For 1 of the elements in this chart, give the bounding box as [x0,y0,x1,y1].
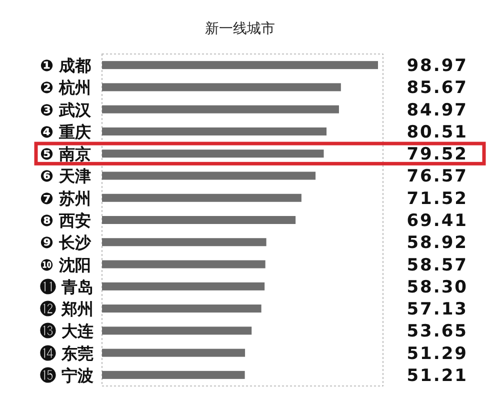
title: 新一线城市 [205,21,275,37]
